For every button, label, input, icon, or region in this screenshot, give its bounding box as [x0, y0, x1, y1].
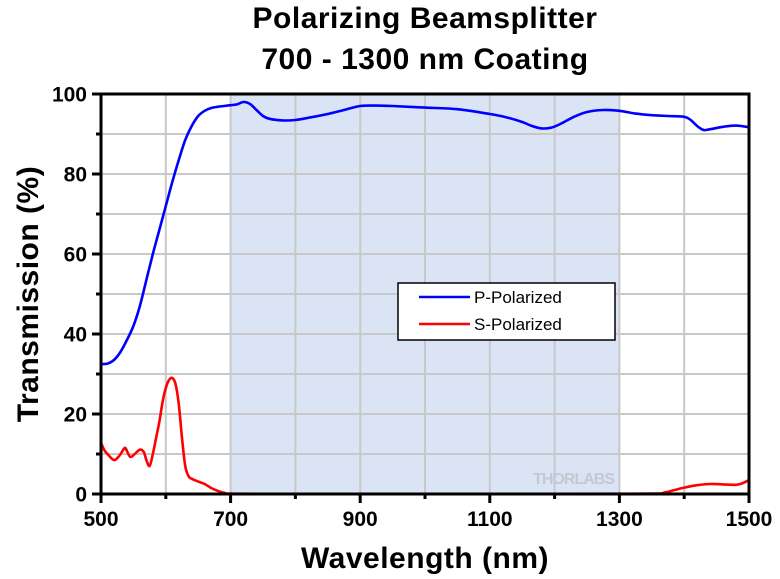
x-tick-label: 1100 [467, 508, 513, 531]
y-tick-label: 100 [52, 84, 87, 107]
chart-title: Polarizing Beamsplitter [252, 2, 598, 35]
legend-box [397, 282, 616, 341]
thorlabs-watermark: THORLABS [533, 471, 615, 488]
y-tick-label: 80 [64, 164, 87, 187]
y-tick-label: 20 [64, 404, 87, 427]
y-tick-label: 0 [75, 484, 87, 507]
x-axis-title: Wavelength (nm) [301, 542, 549, 575]
x-tick-label: 500 [83, 508, 118, 531]
series-line-p-polarized [100, 100, 750, 366]
legend-label-p-polarized: P-Polarized [474, 288, 562, 307]
chart-subtitle: 700 - 1300 nm Coating [261, 43, 589, 76]
y-axis-title: Transmission (%) [12, 166, 45, 422]
y-tick-label: 60 [64, 244, 87, 267]
legend-label-s-polarized: S-Polarized [474, 315, 562, 334]
x-tick-label: 1500 [726, 508, 773, 531]
x-tick-label: 700 [213, 508, 248, 531]
y-tick-label: 40 [64, 324, 87, 347]
x-tick-label: 1300 [596, 508, 643, 531]
series-line-s-polarized [99, 376, 750, 496]
x-tick-label: 900 [343, 508, 378, 531]
